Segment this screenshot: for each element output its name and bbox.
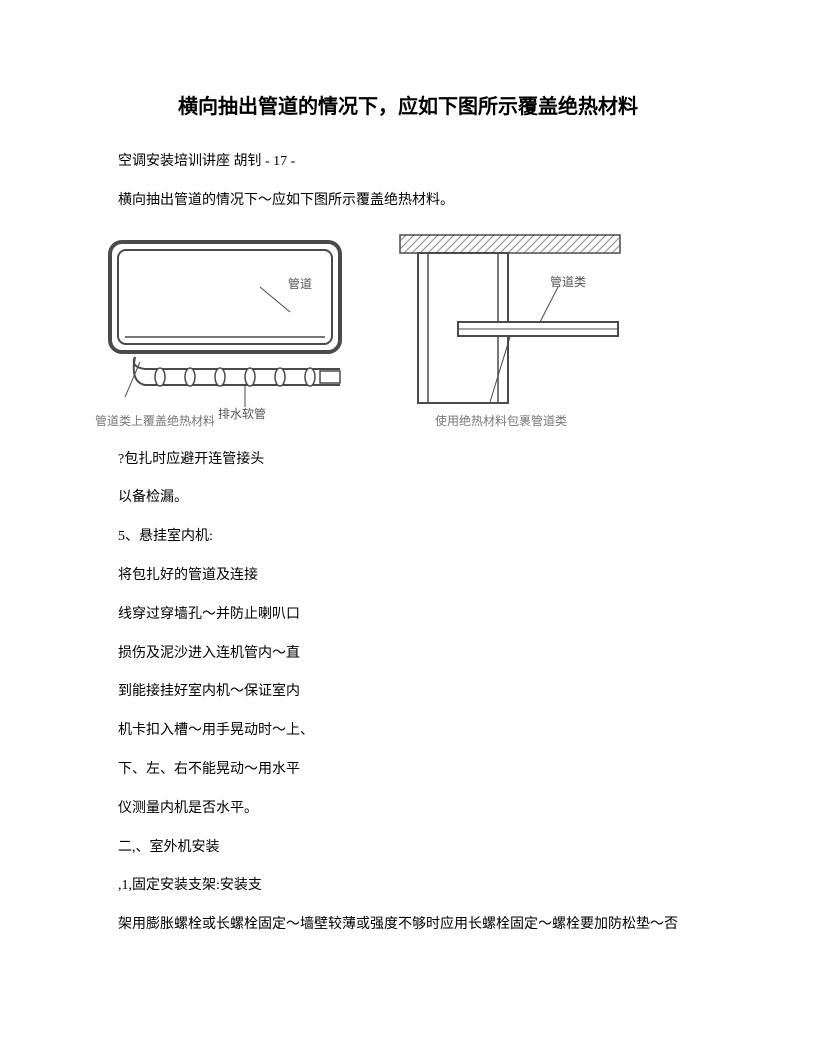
body-line: ?包扎时应避开连管接头	[90, 445, 726, 476]
body-line: 架用膨胀螺栓或长螺栓固定～墙壁较薄或强度不够时应用长螺栓固定～螺栓要加防松垫～否	[90, 910, 726, 941]
intro-line: 横向抽出管道的情况下～应如下图所示覆盖绝热材料。	[90, 186, 726, 217]
page-title: 横向抽出管道的情况下，应如下图所示覆盖绝热材料	[90, 90, 726, 119]
body-line: 损伤及泥沙进入连机管内～直	[90, 639, 726, 670]
body-line: 以备检漏。	[90, 483, 726, 514]
body-line: 机卡扣入槽～用手晃动时～上、	[90, 716, 726, 747]
label-pipe-class: 管道类	[550, 273, 586, 290]
diagram-row: 管道 排水软管 管道类上覆盖绝热材料 管道类 使用绝热材料包裹管道类	[90, 227, 726, 427]
wall-pipe-diagram-icon	[390, 227, 630, 427]
body-line: 下、左、右不能晃动～用水平	[90, 755, 726, 786]
diagram-right: 管道类 使用绝热材料包裹管道类	[390, 227, 630, 427]
body-line: 5、悬挂室内机:	[90, 522, 726, 553]
body-line: 到能接挂好室内机～保证室内	[90, 677, 726, 708]
body-line: 将包扎好的管道及连接	[90, 561, 726, 592]
body-line: 线穿过穿墙孔～并防止喇叭口	[90, 600, 726, 631]
diagram-left: 管道 排水软管 管道类上覆盖绝热材料	[90, 227, 370, 427]
source-line: 空调安装培训讲座 胡钊 - 17 -	[90, 147, 726, 178]
body-line: 仪测量内机是否水平。	[90, 794, 726, 825]
caption-right: 使用绝热材料包裹管道类	[435, 412, 675, 429]
label-pipe: 管道	[288, 275, 312, 292]
indoor-unit-diagram-icon	[90, 227, 370, 427]
body-line: ,1,固定安装支架:安装支	[90, 871, 726, 902]
caption-left: 管道类上覆盖绝热材料	[95, 412, 375, 429]
body-line: 二,、室外机安装	[90, 833, 726, 864]
